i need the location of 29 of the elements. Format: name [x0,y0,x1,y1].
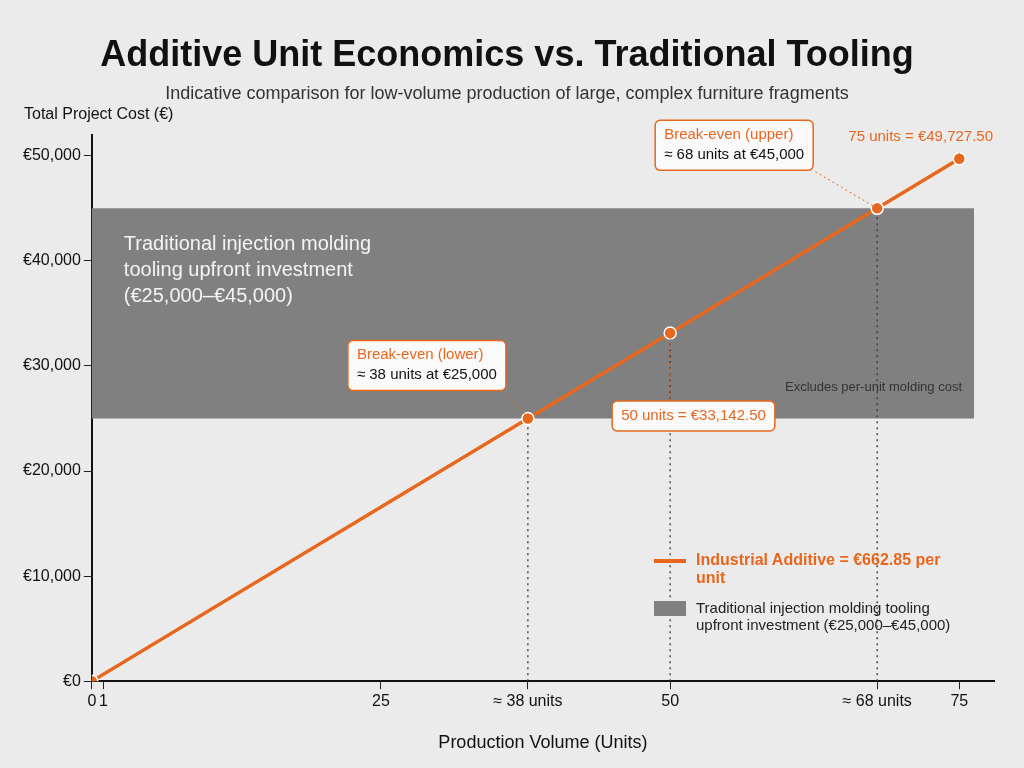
text: Traditional injection molding tooling upfront investment (€25,000–€45,000) [696,599,951,634]
chart-subtitle: Indicative comparison for low-volume production of large, complex furniture fragments [165,82,849,103]
x-tick-label: 25 [372,692,390,710]
x-tick-label: ≈ 38 units [493,692,563,710]
y-tick-label: €10,000 [22,566,81,584]
y-tick-label: €20,000 [22,461,81,479]
point [521,411,535,426]
x-tick-label: ≈ 68 units [842,692,912,710]
band-label: Traditional injection molding tooling upfront investment (€25,000–€45,000) [123,231,372,306]
annotation: 75 units = €49,727.50 [848,127,994,145]
x-axis-title: Production Volume (Units) [438,732,648,753]
y-tick-label: €0 [63,671,81,689]
point [663,326,677,340]
x-tick-label: 1 [98,692,108,710]
annotation: Break-even (lower) ≈ 38 units at €25,000 [356,345,497,383]
y-axis-title: Total Project Cost (€) [24,105,174,123]
x-tick-label: 0 [87,692,97,710]
point [870,201,884,216]
y-tick-label: €40,000 [22,251,81,269]
chart-title: Additive Unit Economics vs. Traditional Tooling [100,32,914,74]
legend-label: Industrial Additive = €662.85 per unit [696,551,942,588]
y-tick-label: €50,000 [22,146,81,164]
annotation: Excludes per-unit molding cost [784,378,963,394]
x-tick-label: 75 [950,692,969,710]
annotation: Break-even (upper) ≈ 68 units at €45,000 [664,124,805,162]
x-tick-label: 50 [661,692,680,710]
point [952,151,967,166]
y-tick-label: €30,000 [22,356,81,374]
annotation: 50 units = €33,142.50 [621,405,766,423]
